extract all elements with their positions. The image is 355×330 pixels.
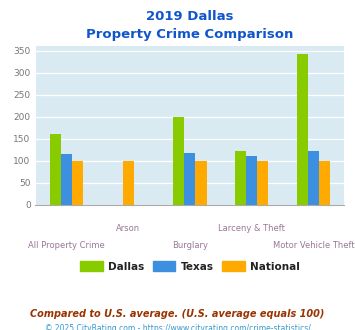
Title: 2019 Dallas
Property Crime Comparison: 2019 Dallas Property Crime Comparison xyxy=(86,10,294,41)
Bar xyxy=(246,156,257,205)
Bar xyxy=(319,161,330,205)
Legend: Dallas, Texas, National: Dallas, Texas, National xyxy=(76,257,304,276)
Bar xyxy=(184,153,196,205)
Bar xyxy=(308,151,319,205)
Text: © 2025 CityRating.com - https://www.cityrating.com/crime-statistics/: © 2025 CityRating.com - https://www.city… xyxy=(45,324,310,330)
Text: All Property Crime: All Property Crime xyxy=(28,241,105,250)
Bar xyxy=(61,154,72,205)
Text: Motor Vehicle Theft: Motor Vehicle Theft xyxy=(273,241,354,250)
Text: Compared to U.S. average. (U.S. average equals 100): Compared to U.S. average. (U.S. average … xyxy=(30,309,325,318)
Text: Arson: Arson xyxy=(116,224,140,233)
Bar xyxy=(50,134,61,205)
Bar xyxy=(173,116,184,205)
Bar xyxy=(297,54,308,205)
Text: Larceny & Theft: Larceny & Theft xyxy=(218,224,285,233)
Bar xyxy=(257,161,268,205)
Bar xyxy=(196,161,207,205)
Bar xyxy=(122,161,134,205)
Text: Burglary: Burglary xyxy=(172,241,208,250)
Bar xyxy=(72,161,83,205)
Bar xyxy=(235,151,246,205)
